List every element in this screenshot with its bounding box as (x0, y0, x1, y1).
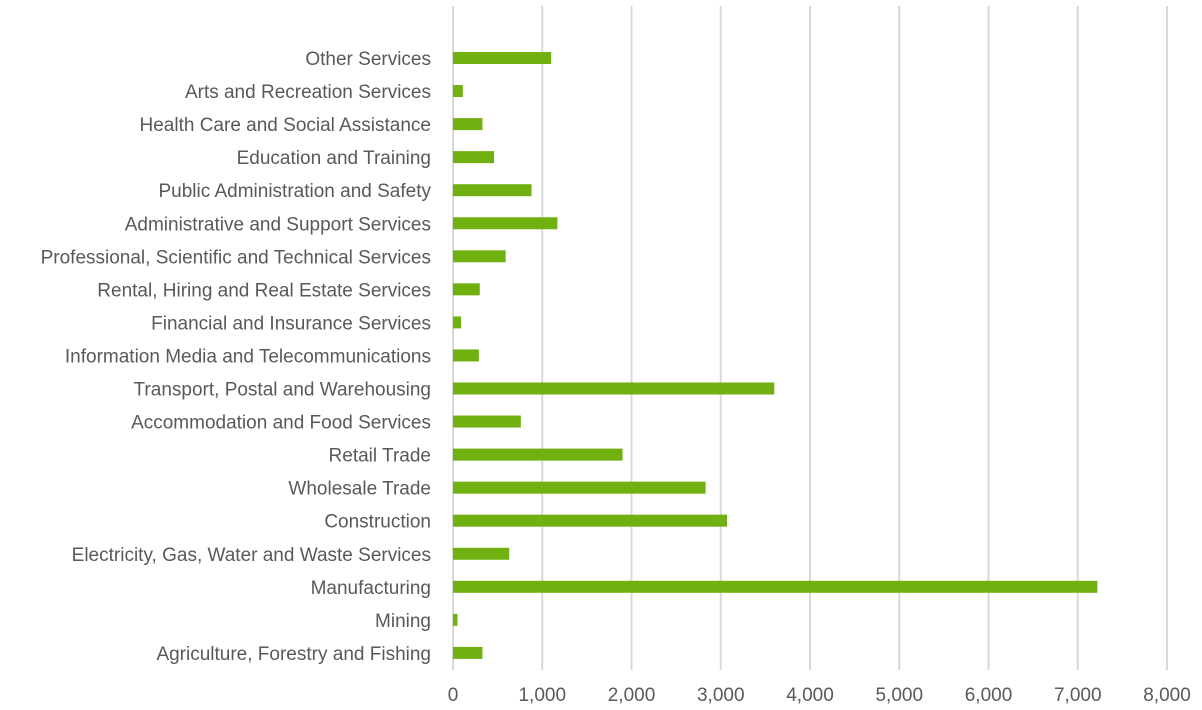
bar (453, 481, 706, 494)
category-label: Administrative and Support Services (125, 214, 431, 235)
x-tick-label: 2,000 (608, 685, 656, 706)
category-label: Information Media and Telecommunications (65, 346, 431, 367)
bar (453, 547, 510, 560)
bar (453, 217, 558, 230)
bar (453, 52, 552, 64)
bar (453, 283, 480, 296)
bar (453, 118, 483, 131)
category-label: Mining (375, 611, 431, 632)
bar (453, 184, 532, 197)
category-label: Other Services (305, 49, 431, 70)
bar (453, 415, 521, 428)
bar (453, 448, 623, 461)
category-label: Education and Training (237, 148, 431, 169)
bar (453, 646, 483, 659)
x-tick-label: 3,000 (697, 685, 745, 706)
category-label: Manufacturing (311, 578, 431, 599)
category-label: Electricity, Gas, Water and Waste Servic… (72, 545, 431, 566)
bar (453, 151, 495, 164)
category-label: Retail Trade (329, 446, 431, 467)
category-label: Accommodation and Food Services (131, 413, 431, 434)
x-tick-label: 1,000 (518, 685, 566, 706)
bar (453, 382, 775, 395)
x-axis-tick-labels: 0 1,000 2,000 3,000 4,000 5,000 6,000 7,000 8,00… (448, 685, 1191, 706)
category-label: Rental, Hiring and Real Estate Services (97, 280, 431, 301)
bars (453, 52, 1098, 659)
category-label: Professional, Scientific and Technical S… (41, 247, 431, 268)
x-tick-label: 4,000 (786, 685, 834, 706)
bar (453, 613, 458, 626)
category-label: Public Administration and Safety (159, 181, 432, 202)
bar (453, 316, 462, 329)
category-label: Arts and Recreation Services (185, 82, 431, 103)
x-tick-label: 5,000 (875, 685, 923, 706)
bar (453, 85, 463, 98)
category-label: Financial and Insurance Services (151, 313, 431, 334)
x-tick-label: 8,000 (1143, 685, 1191, 706)
category-label: Construction (324, 512, 431, 533)
x-tick-label: 6,000 (965, 685, 1013, 706)
bar (453, 349, 479, 362)
category-labels: Other Services Arts and Recreation Servic… (41, 49, 432, 665)
category-label: Transport, Postal and Warehousing (134, 380, 431, 401)
x-tick-label: 7,000 (1054, 685, 1102, 706)
gridlines (452, 6, 1168, 670)
bar (453, 580, 1098, 593)
x-tick-label: 0 (448, 685, 459, 706)
category-label: Health Care and Social Assistance (140, 115, 432, 136)
bar (453, 514, 727, 527)
category-label: Wholesale Trade (288, 479, 431, 500)
bar (453, 250, 506, 263)
category-label: Agriculture, Forestry and Fishing (156, 644, 431, 665)
